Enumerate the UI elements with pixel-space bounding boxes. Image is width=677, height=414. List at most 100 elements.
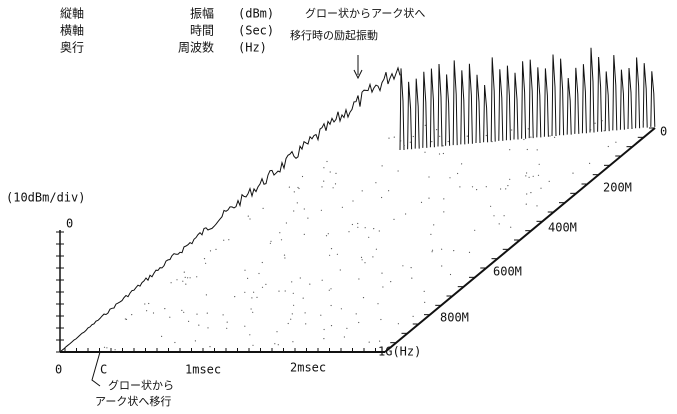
floor-dot: [443, 211, 444, 212]
floor-dot: [404, 145, 405, 146]
spike: [582, 64, 586, 133]
floor-dot: [253, 292, 254, 293]
floor-dot: [491, 141, 492, 142]
floor-dot: [377, 303, 378, 304]
floor-dot: [207, 313, 208, 314]
floor-dot: [424, 152, 425, 153]
floor-dot: [251, 308, 252, 309]
spike: [598, 57, 602, 132]
floor-dot: [449, 177, 450, 178]
floor-dot: [278, 344, 279, 345]
floor-dot: [595, 123, 596, 124]
floor-dot: [300, 277, 301, 278]
floor-dot: [326, 235, 327, 236]
floor-dot: [362, 190, 363, 191]
floor-dot: [358, 278, 359, 279]
floor-dot: [439, 136, 440, 137]
floor-dot: [106, 347, 107, 348]
floor-dot: [453, 250, 454, 251]
floor-dot: [504, 215, 505, 216]
floor-dot: [615, 142, 616, 143]
spike: [468, 64, 472, 144]
floor-dot: [398, 170, 399, 171]
floor-dot: [379, 341, 380, 342]
floor-dot: [441, 265, 442, 266]
floor-dot: [251, 297, 252, 298]
floor-dot: [324, 329, 325, 330]
floor-dot: [322, 280, 323, 281]
floor-dot: [433, 224, 434, 225]
floor-dot: [293, 293, 294, 294]
spike: [430, 69, 434, 148]
floor-dot: [291, 281, 292, 282]
annotation: 移行時の励起振動: [290, 28, 378, 42]
floor-dot: [344, 336, 345, 337]
floor-dot: [252, 312, 253, 313]
floor-dot: [413, 316, 414, 317]
floor-dot: [204, 258, 205, 259]
floor-dot: [365, 227, 366, 228]
floor-dot: [357, 223, 358, 224]
floor-dot: [323, 167, 324, 168]
floor-dot: [335, 183, 336, 184]
x-tick-label: 0: [55, 363, 62, 377]
spike: [484, 85, 488, 142]
floor-dot: [209, 346, 210, 347]
y-unit: (10dBm/div): [6, 191, 85, 205]
floor-dot: [410, 142, 411, 143]
floor-dot: [431, 141, 432, 142]
floor-dot: [393, 219, 394, 220]
floor-dot: [262, 262, 263, 263]
floor-dot: [263, 208, 264, 209]
floor-dot: [169, 317, 170, 318]
floor-dot: [176, 279, 177, 280]
floor-dot: [341, 308, 342, 309]
floor-dot: [469, 252, 470, 253]
floor-dot: [188, 321, 189, 322]
floor-dot: [474, 230, 475, 231]
floor-dot: [539, 164, 540, 165]
floor-dot: [448, 141, 449, 142]
floor-dot: [329, 255, 330, 256]
floor-dot: [302, 176, 303, 177]
legend-quantity: 時間: [190, 24, 214, 38]
floor-dot: [228, 239, 229, 240]
floor-dot: [436, 129, 437, 130]
floor-dot: [337, 254, 338, 255]
floor-dot: [153, 312, 154, 313]
legend-axis: 奥行: [60, 41, 84, 55]
floor-dot: [331, 305, 332, 306]
floor-dot: [511, 129, 512, 130]
spike: [514, 73, 518, 140]
floor-dot: [439, 153, 440, 154]
floor-dot: [443, 198, 444, 199]
floor-dot: [335, 173, 336, 174]
spike: [636, 57, 640, 128]
spike: [415, 79, 419, 149]
floor-dot: [279, 232, 280, 233]
floor-dot: [348, 231, 349, 232]
floor-dot: [376, 249, 377, 250]
figure: 縦軸 振幅 (dBm) 横軸 時間 (Sec) 奥行 周波数 (Hz) グロー状…: [0, 0, 677, 414]
spike: [476, 75, 480, 143]
floor-dot: [540, 188, 541, 189]
floor-dot: [144, 303, 145, 304]
floor-dot: [274, 343, 275, 344]
floor-dot: [244, 270, 245, 271]
spike: [461, 70, 465, 144]
floor-dot: [441, 249, 442, 250]
floor-dot: [294, 191, 295, 192]
floor-dot: [530, 137, 531, 138]
floor-dot: [549, 135, 550, 136]
floor-dot: [330, 288, 331, 289]
floor-dot: [286, 222, 287, 223]
floor-dot: [244, 292, 245, 293]
floor-dot: [185, 284, 186, 285]
floor-dot: [486, 135, 487, 136]
spike: [423, 72, 427, 148]
plot-frame: [56, 48, 655, 386]
floor-dot: [321, 210, 322, 211]
spike: [613, 55, 617, 130]
legend-unit: (dBm): [238, 7, 274, 21]
floor-dot: [196, 314, 197, 315]
